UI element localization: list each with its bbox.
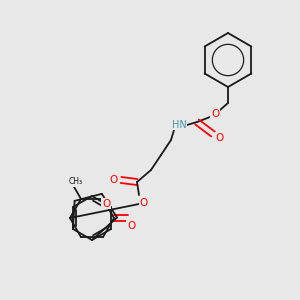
Text: O: O bbox=[211, 109, 219, 119]
Text: O: O bbox=[140, 198, 148, 208]
Text: O: O bbox=[216, 133, 224, 143]
Text: O: O bbox=[102, 199, 110, 209]
Text: O: O bbox=[110, 175, 118, 185]
Text: O: O bbox=[127, 221, 135, 231]
Text: CH₃: CH₃ bbox=[69, 177, 83, 186]
Text: HN: HN bbox=[172, 120, 186, 130]
